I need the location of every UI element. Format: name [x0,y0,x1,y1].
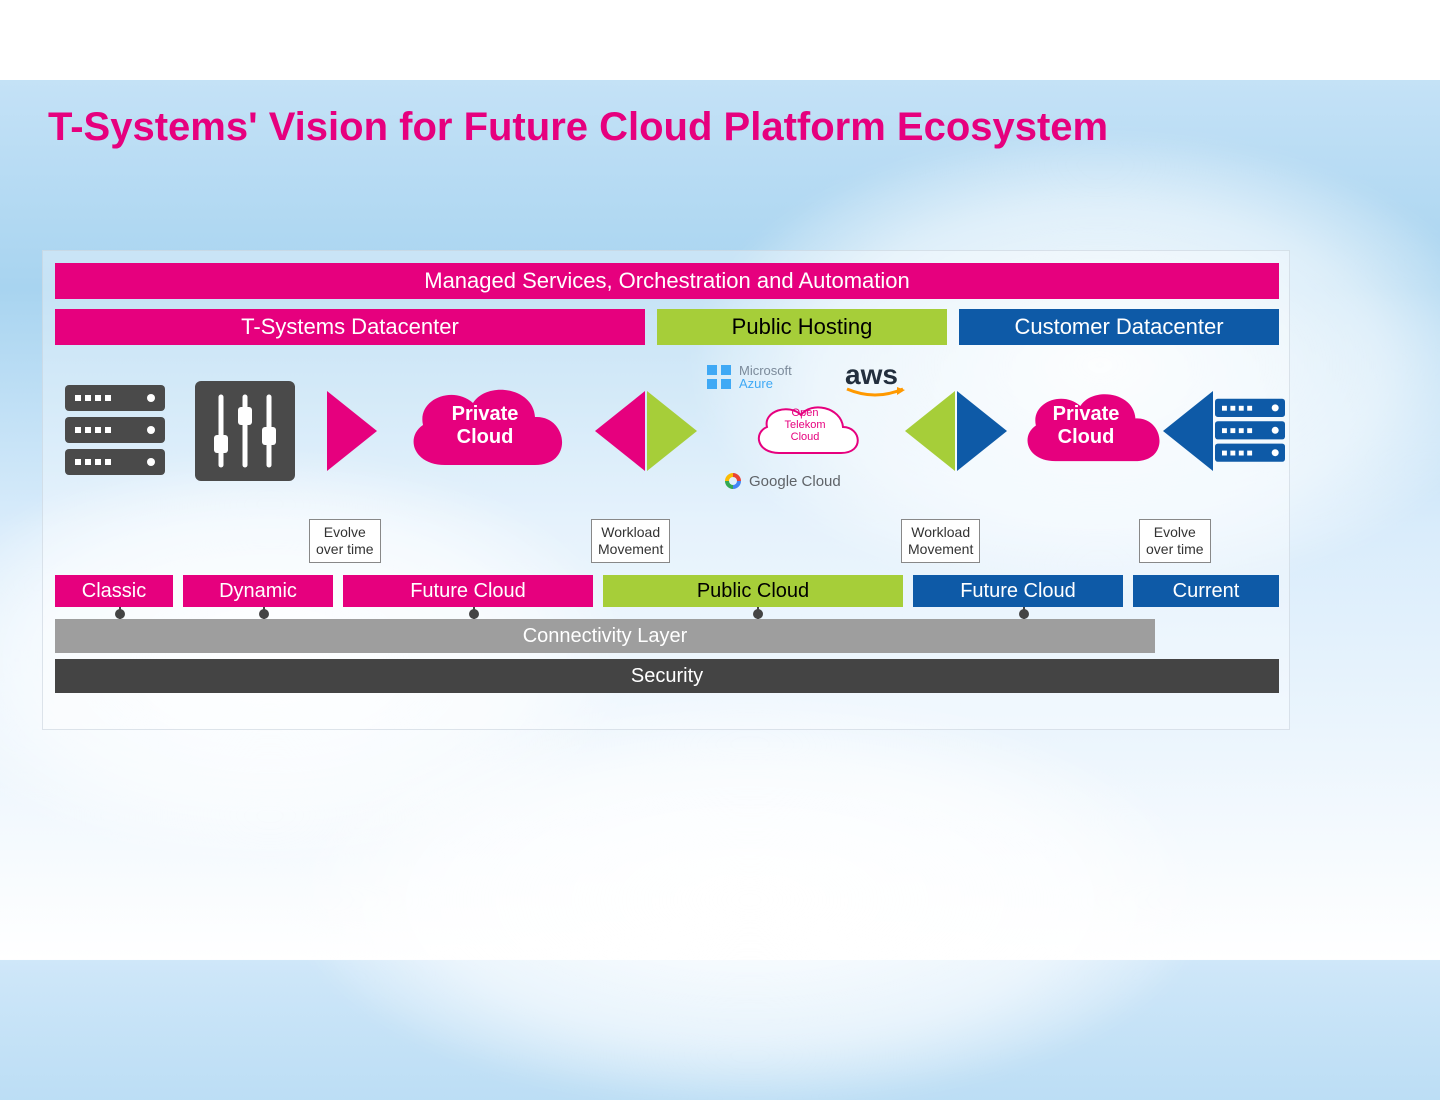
arrow-left-magenta [595,391,645,471]
bar-customer-datacenter: Customer Datacenter [959,309,1279,345]
server-icon-right [1215,381,1285,481]
security-layer: Security [55,659,1279,693]
server-icon [65,381,165,481]
connectivity-layer: Connectivity Layer [55,619,1155,653]
arrow-right-magenta-1 [327,391,377,471]
diagram-panel: Managed Services, Orchestration and Auto… [42,250,1290,730]
bar-public-hosting: Public Hosting [657,309,947,345]
azure-logo: MicrosoftAzure [705,363,792,391]
bar-t-systems-datacenter: T-Systems Datacenter [55,309,645,345]
connector-dot [115,609,125,619]
bar-managed-services: Managed Services, Orchestration and Auto… [55,263,1279,299]
evolve-box-1: Evolveover time [309,519,381,563]
private-cloud-right-label: PrivateCloud [1031,403,1141,449]
connector-dot [259,609,269,619]
private-cloud-left-label: PrivateCloud [425,403,545,449]
aws-logo: aws [845,359,905,401]
category-future-cloud: Future Cloud [343,575,593,607]
category-public-cloud: Public Cloud [603,575,903,607]
gcloud-logo: Google Cloud [723,471,841,491]
arrow-right-olive [647,391,697,471]
arrow-left-olive [905,391,955,471]
category-dynamic: Dynamic [183,575,333,607]
category-future-cloud: Future Cloud [913,575,1123,607]
connector-dot [469,609,479,619]
workload-box-2: WorkloadMovement [901,519,980,563]
icon-row: PrivateCloud MicrosoftAzure aws OpenTele… [55,363,1279,523]
sliders-icon [195,381,295,481]
connector-dot [753,609,763,619]
workload-box-1: WorkloadMovement [591,519,670,563]
connector-dot [1019,609,1029,619]
arrow-right-blue [957,391,1007,471]
evolve-box-2: Evolveover time [1139,519,1211,563]
page-title: T-Systems' Vision for Future Cloud Platf… [48,105,1108,150]
otc-label: OpenTelekomCloud [755,407,855,443]
category-classic: Classic [55,575,173,607]
arrow-left-blue [1163,391,1213,471]
category-current: Current [1133,575,1279,607]
